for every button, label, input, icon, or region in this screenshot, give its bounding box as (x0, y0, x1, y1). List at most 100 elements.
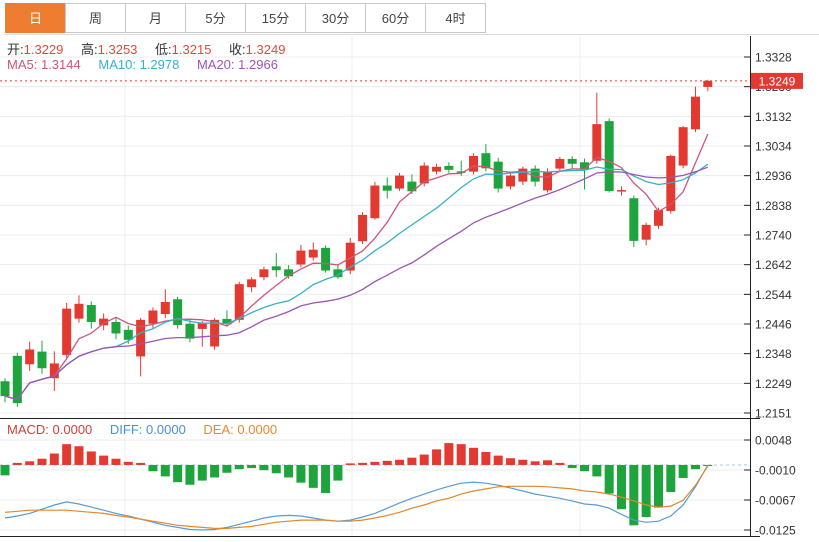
candle (604, 121, 614, 191)
macd-bar (358, 462, 368, 465)
main-y-axis-label: 1.2544 (755, 288, 792, 302)
open-value: 1.3229 (23, 42, 64, 57)
candle (12, 355, 22, 404)
ma20-value: 1.2966 (238, 57, 278, 72)
tab-month[interactable]: 月 (125, 3, 186, 33)
candle (382, 185, 392, 191)
candle (358, 214, 368, 242)
tab-week[interactable]: 周 (65, 3, 126, 33)
macd-bar (419, 454, 429, 465)
macd-bar (86, 451, 96, 465)
candle (395, 175, 405, 189)
macd-bar (136, 462, 146, 465)
main-chart (0, 79, 750, 407)
candle (530, 168, 540, 182)
macd-bar (506, 458, 516, 465)
candle (210, 319, 220, 347)
ohlc-legend: 开:1.3229 高:1.3253 低:1.3215 收:1.3249 (7, 39, 299, 58)
candle (25, 349, 35, 365)
macd-bar (296, 464, 306, 483)
macd-bar (308, 464, 318, 488)
candle (86, 305, 96, 322)
dea-line (4, 465, 709, 530)
ma20-line (4, 166, 709, 401)
candle (703, 80, 713, 87)
tab-4hour[interactable]: 4时 (425, 3, 486, 33)
macd-bar (284, 464, 294, 478)
main-y-axis-label: 1.2642 (755, 258, 792, 272)
macd-bar (690, 464, 700, 470)
main-y-axis-label: 1.2446 (755, 318, 792, 332)
tab-day[interactable]: 日 (5, 3, 66, 33)
candle (123, 329, 133, 340)
candle (456, 171, 466, 173)
ma20-label: MA20: (196, 57, 235, 72)
macd-bar (210, 464, 220, 478)
open-label: 开: (7, 42, 24, 57)
ma5-value: 1.3144 (40, 57, 81, 72)
candle (308, 249, 318, 258)
main-chart-area[interactable] (0, 36, 750, 418)
low-label: 低: (155, 42, 172, 57)
macd-bar (382, 460, 392, 465)
macd-bar (173, 464, 183, 483)
candle (74, 303, 84, 319)
macd-bar (25, 461, 35, 465)
candle (99, 318, 109, 326)
tab-30min[interactable]: 30分 (305, 3, 366, 33)
candle (469, 155, 479, 172)
macd-bar (604, 464, 614, 494)
macd-legend: MACD: 0.0000 DIFF: 0.0000 DEA: 0.0000 (7, 422, 291, 437)
macd-bar (74, 446, 84, 465)
candle (617, 190, 626, 192)
candle (543, 171, 553, 191)
main-y-axis-label: 1.3034 (755, 140, 792, 154)
main-y-axis-label: 1.2740 (755, 229, 792, 243)
macd-y-axis-label: 0.0048 (755, 434, 792, 448)
candle (333, 269, 343, 278)
price-axis: 1.33281.32301.31321.30341.29361.28381.27… (0, 36, 796, 538)
macd-bar (555, 462, 565, 465)
macd-bar (49, 453, 59, 465)
macd-bar (0, 464, 10, 476)
ma-legend: MA5: 1.3144 MA10: 1.2978 MA20: 1.2966 (7, 57, 292, 72)
macd-value: 0.0000 (52, 422, 93, 437)
candle (690, 96, 700, 130)
macd-bar (580, 464, 590, 472)
tab-60min[interactable]: 60分 (365, 3, 426, 33)
high-label: 高: (81, 42, 98, 57)
ma10-label: MA10: (98, 57, 136, 72)
macd-label: MACD: (7, 422, 49, 437)
main-y-axis-label: 1.2348 (755, 347, 792, 361)
macd-bar (653, 464, 663, 508)
candle (111, 321, 121, 334)
candle (148, 310, 158, 324)
gridlines (0, 36, 750, 536)
candle (259, 269, 269, 278)
svg-text:1.3249: 1.3249 (759, 74, 796, 88)
macd-y-axis-label: -0.0125 (755, 524, 796, 538)
candle (555, 158, 565, 169)
macd-bar (370, 461, 380, 465)
macd-bar (543, 460, 553, 465)
tab-15min[interactable]: 15分 (245, 3, 306, 33)
diff-label: DIFF: (109, 422, 143, 437)
macd-bar (444, 443, 454, 465)
macd-y-axis-label: -0.0067 (755, 494, 796, 508)
main-y-axis-label: 1.3328 (755, 51, 792, 65)
candle (160, 301, 170, 315)
macd-bar (592, 464, 602, 477)
candle (444, 165, 454, 170)
ma5-line (4, 133, 709, 401)
tab-5min[interactable]: 5分 (185, 3, 246, 33)
macd-bar (629, 464, 639, 526)
candle (567, 158, 577, 164)
close-label: 收: (229, 42, 246, 57)
macd-bar (333, 464, 343, 481)
macd-bar (12, 462, 22, 465)
main-y-axis-label: 1.2249 (755, 377, 792, 391)
macd-bar (185, 464, 195, 485)
macd-bar (469, 447, 479, 465)
tabbar-filler (486, 3, 819, 34)
